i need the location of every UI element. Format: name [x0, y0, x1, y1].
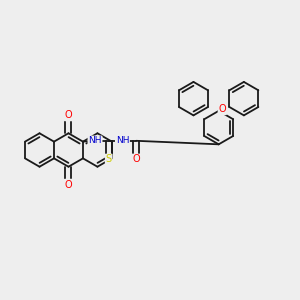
- Text: NH: NH: [88, 136, 102, 145]
- Text: O: O: [132, 154, 140, 164]
- Text: O: O: [218, 104, 226, 114]
- Text: O: O: [65, 179, 72, 190]
- Text: S: S: [106, 154, 112, 164]
- Text: O: O: [65, 110, 72, 121]
- Text: NH: NH: [116, 136, 129, 145]
